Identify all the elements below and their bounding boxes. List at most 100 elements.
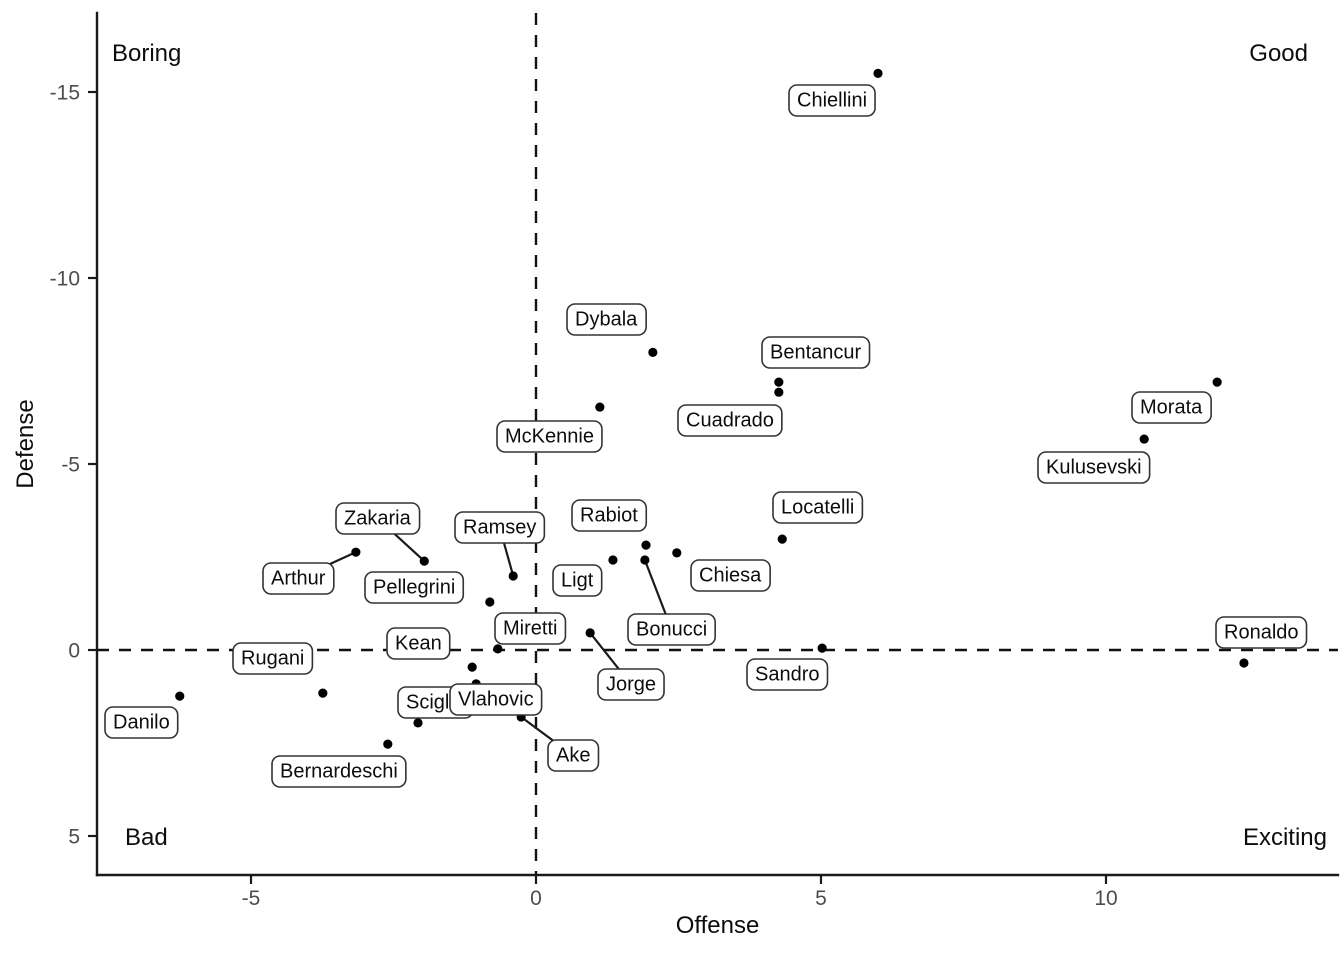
point-label-text: Rabiot xyxy=(580,505,638,527)
quadrant-label-boring: Boring xyxy=(112,40,182,67)
point-label-text: Bonucci xyxy=(636,619,707,641)
point-label-morata: Morata xyxy=(1131,391,1212,424)
point-label-bonucci: Bonucci xyxy=(627,613,716,646)
data-point-ronaldo xyxy=(1239,658,1249,668)
quadrant-label-good: Good xyxy=(1249,40,1308,67)
point-label-text: Miretti xyxy=(503,618,557,640)
point-label-box xyxy=(552,564,603,597)
point-label-box xyxy=(566,303,647,336)
point-label-cuadrado: Cuadrado xyxy=(677,404,783,437)
data-point-bernardeschi xyxy=(383,739,393,749)
point-label-text: Bentancur xyxy=(770,342,862,364)
point-label-zakaria: Zakaria xyxy=(335,502,421,535)
point-label-jorge: Jorge xyxy=(597,668,665,701)
point-label-box xyxy=(1215,616,1308,649)
x-axis-title: Offense xyxy=(675,912,760,939)
data-point-danilo xyxy=(175,691,185,701)
point-label-text: Chiellini xyxy=(797,90,867,112)
x-tick-label: -5 xyxy=(242,887,261,910)
points-layer xyxy=(175,68,1249,749)
point-label-box xyxy=(454,511,546,544)
point-label-danilo: Danilo xyxy=(104,706,179,739)
point-label-box xyxy=(761,336,871,369)
data-point-arthur xyxy=(351,547,361,557)
labels-layer: Chiellini Dybala Bentancur Cuadrado McKennie… xyxy=(104,84,1308,788)
point-label-text: McKennie xyxy=(505,426,594,448)
data-point-rugani xyxy=(318,688,328,698)
x-tick-label: 10 xyxy=(1094,887,1117,910)
y-tick-label: -5 xyxy=(61,454,80,477)
data-point-bentancur xyxy=(774,377,784,387)
point-label-text: Vlahovic xyxy=(458,689,534,711)
point-label-box xyxy=(627,613,716,646)
point-label-text: Kulusevski xyxy=(1046,457,1142,479)
point-label-vlahovic: Vlahovic xyxy=(449,683,543,716)
y-axis-title: Defense xyxy=(12,399,39,489)
point-label-rugani: Rugani xyxy=(232,642,314,675)
point-label-box xyxy=(232,642,314,675)
point-label-text: Pellegrini xyxy=(373,577,455,599)
point-label-text: Rugani xyxy=(241,648,304,670)
point-label-text: Arthur xyxy=(271,568,326,590)
point-label-box xyxy=(496,420,603,453)
point-label-box xyxy=(262,562,335,595)
data-point-kean xyxy=(467,662,477,672)
data-point-locatelli xyxy=(777,534,787,544)
data-point-morata xyxy=(1212,377,1222,387)
point-label-box xyxy=(746,658,829,691)
point-label-chiesa: Chiesa xyxy=(690,559,771,592)
reference-lines-layer xyxy=(97,13,1338,875)
y-tick-label: 5 xyxy=(68,826,80,849)
point-label-bernardeschi: Bernardeschi xyxy=(271,755,407,788)
point-label-arthur: Arthur xyxy=(262,562,335,595)
data-point-miretti xyxy=(493,644,503,654)
point-label-text: Zakaria xyxy=(344,508,412,530)
point-label-box xyxy=(690,559,771,592)
data-point-zakaria xyxy=(419,556,429,566)
quadrant-label-bad: Bad xyxy=(125,824,168,851)
point-label-box xyxy=(386,627,451,660)
point-label-sandro: Sandro xyxy=(746,658,829,691)
point-label-kean: Kean xyxy=(386,627,451,660)
point-label-text: Bernardeschi xyxy=(280,761,398,783)
data-point-kulusevski xyxy=(1139,434,1149,444)
point-label-text: Morata xyxy=(1140,397,1203,419)
point-label-mckennie: McKennie xyxy=(496,420,603,453)
point-label-box xyxy=(335,502,421,535)
point-label-rabiot: Rabiot xyxy=(571,499,648,532)
point-label-text: Kean xyxy=(395,633,442,655)
point-label-box xyxy=(547,739,600,772)
point-label-box xyxy=(788,84,876,117)
point-label-box xyxy=(1037,451,1151,484)
point-label-ligt: Ligt xyxy=(552,564,603,597)
point-label-dybala: Dybala xyxy=(566,303,647,336)
data-point-dybala xyxy=(648,347,658,357)
data-point-ligt xyxy=(608,555,618,565)
point-label-text: Dybala xyxy=(575,309,638,331)
point-label-text: Cuadrado xyxy=(686,410,774,432)
axes-layer: -15 -10 -5 0 5 -5 0 5 10 xyxy=(50,11,1340,910)
data-point-sciglio xyxy=(413,718,423,728)
point-label-box xyxy=(677,404,783,437)
y-tick-label: -15 xyxy=(50,82,80,105)
point-label-box xyxy=(1131,391,1212,424)
point-label-box xyxy=(104,706,179,739)
data-point-cuadrado xyxy=(774,387,784,397)
point-label-box xyxy=(494,612,567,645)
data-point-bonucci xyxy=(640,555,650,565)
data-point-jorge xyxy=(585,628,595,638)
data-point-mckennie xyxy=(595,402,605,412)
point-label-bentancur: Bentancur xyxy=(761,336,871,369)
point-label-text: Sandro xyxy=(755,664,820,686)
point-label-ronaldo: Ronaldo xyxy=(1215,616,1308,649)
x-tick-label: 0 xyxy=(530,887,542,910)
point-label-box xyxy=(364,571,465,604)
point-label-chiellini: Chiellini xyxy=(788,84,876,117)
point-label-ramsey: Ramsey xyxy=(454,511,546,544)
x-tick-label: 5 xyxy=(815,887,827,910)
point-label-box xyxy=(597,668,665,701)
point-label-box xyxy=(571,499,648,532)
point-label-text: Ramsey xyxy=(463,517,536,539)
